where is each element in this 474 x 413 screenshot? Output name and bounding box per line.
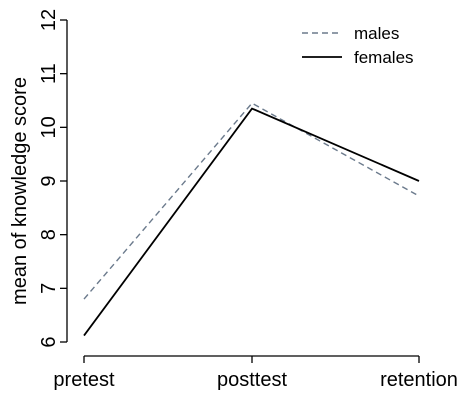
series-line-males <box>83 102 420 300</box>
y-axis-ticks: 6 7 8 9 10 11 12 <box>38 9 67 348</box>
x-tick-label: retention <box>380 369 458 391</box>
y-tick-label: 9 <box>38 175 60 186</box>
series-lines <box>83 102 420 337</box>
y-tick-label: 11 <box>38 63 60 84</box>
y-axis-label: mean of knowledge score <box>9 77 31 305</box>
y-tick-label: 6 <box>38 336 60 347</box>
y-tick-label: 7 <box>38 283 60 294</box>
legend: males females <box>302 24 414 67</box>
y-tick-label: 8 <box>38 229 60 240</box>
y-tick-label: 10 <box>38 116 60 138</box>
x-axis-ticks: pretest posttest retention <box>53 356 458 391</box>
x-tick-label: posttest <box>217 369 287 391</box>
y-tick-label: 12 <box>38 9 60 31</box>
x-tick-label: pretest <box>53 369 115 391</box>
legend-label-females: females <box>354 48 414 67</box>
series-line-females <box>83 107 420 337</box>
legend-label-males: males <box>354 24 399 43</box>
